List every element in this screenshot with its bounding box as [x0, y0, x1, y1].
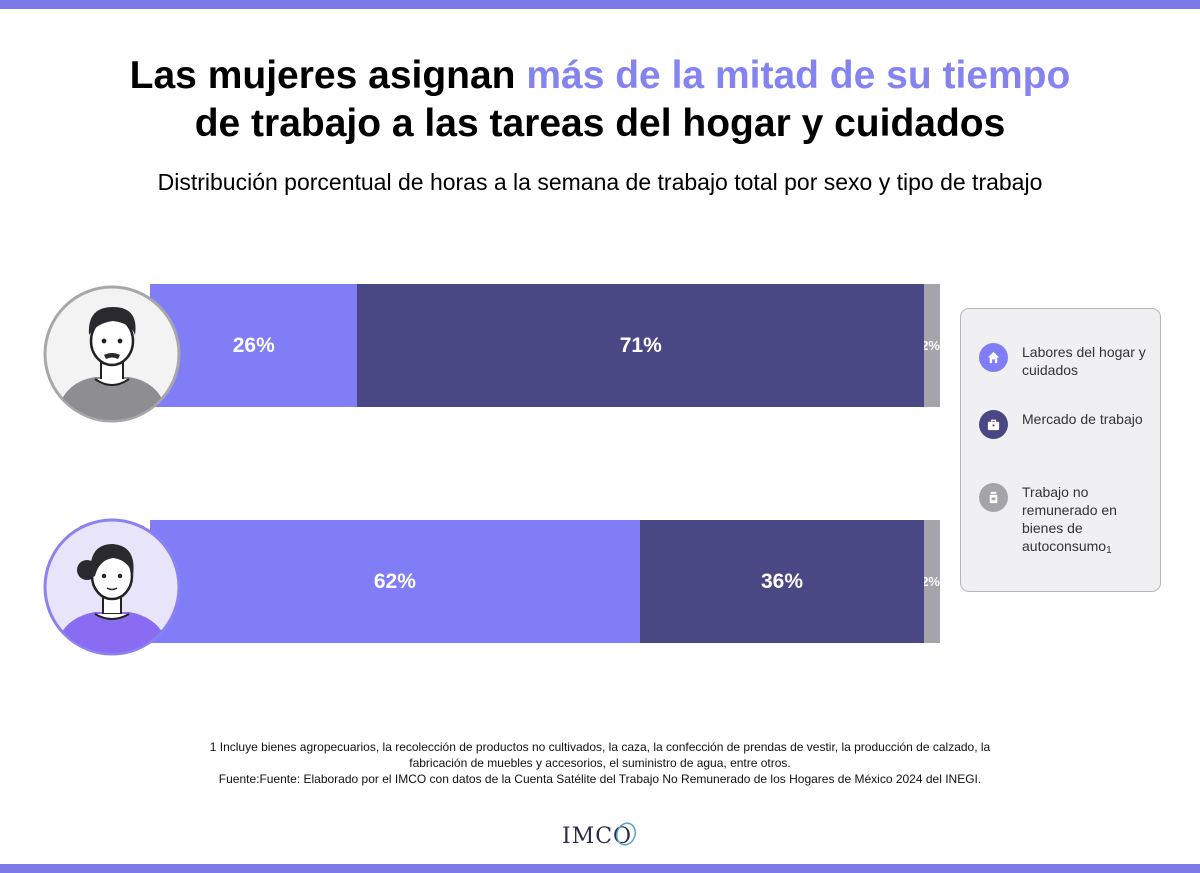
- bar-men-hogar: 26%: [150, 284, 358, 407]
- title-part1: Las mujeres asignan: [129, 54, 527, 97]
- chart-title: Las mujeres asignan más de la mitad de s…: [0, 52, 1200, 148]
- legend-footnote-marker: 1: [1106, 545, 1112, 556]
- man-avatar-icon: [43, 285, 181, 423]
- imco-logo: IMCO: [560, 818, 640, 854]
- title-highlight: más de la mitad de su tiempo: [526, 54, 1071, 97]
- bar-men-autoconsumo: 2%: [924, 284, 940, 407]
- bar-men-autoconsumo-label: 2%: [924, 338, 940, 353]
- bar-women-mercado-label: 36%: [760, 569, 803, 593]
- top-band: [0, 0, 1200, 9]
- bar-row-women: 62% 36% 2%: [150, 520, 940, 643]
- briefcase-icon: [979, 410, 1008, 439]
- legend: Labores del hogar y cuidados Mercado de …: [960, 308, 1161, 592]
- legend-item-hogar: Labores del hogar y cuidados: [979, 343, 1152, 379]
- home-icon: [979, 343, 1008, 372]
- bar-women-autoconsumo-label: 2%: [924, 574, 940, 589]
- bar-men-hogar-label: 26%: [232, 333, 275, 357]
- chart-subtitle: Distribución porcentual de horas a la se…: [157, 169, 1043, 195]
- bottom-band: [0, 864, 1200, 873]
- bar-men-mercado: 71%: [357, 284, 925, 407]
- bar-women-hogar-label: 62%: [373, 569, 416, 593]
- bar-women-mercado: 36%: [639, 520, 925, 643]
- woman-avatar-icon: [43, 518, 181, 656]
- legend-item-autoconsumo: Trabajo no remunerado en bienes de autoc…: [979, 483, 1152, 560]
- legend-label-autoconsumo-text: Trabajo no remunerado en bienes de autoc…: [1022, 484, 1117, 554]
- footnote-line2: fabricación de muebles y accesorios, el …: [409, 756, 791, 770]
- bar-women-autoconsumo: 2%: [924, 520, 940, 643]
- footnote: 1 Incluye bienes agropecuarios, la recol…: [140, 739, 1060, 787]
- footnote-line1: 1 Incluye bienes agropecuarios, la recol…: [209, 740, 991, 754]
- bar-row-men: 26% 71% 2%: [150, 284, 940, 407]
- legend-item-mercado: Mercado de trabajo: [979, 410, 1152, 439]
- legend-label-hogar: Labores del hogar y cuidados: [1022, 344, 1146, 378]
- legend-label-mercado: Mercado de trabajo: [1022, 411, 1143, 427]
- legend-label-autoconsumo: Trabajo no remunerado en bienes de autoc…: [1022, 483, 1152, 560]
- footnote-line3: Fuente:Fuente: Elaborado por el IMCO con…: [218, 772, 982, 786]
- bar-women-hogar: 62%: [150, 520, 640, 643]
- logo-text: IMCO: [562, 824, 632, 849]
- bar-men-mercado-label: 71%: [619, 333, 662, 357]
- jar-icon: [979, 483, 1008, 512]
- title-line2: de trabajo a las tareas del hogar y cuid…: [194, 102, 1006, 145]
